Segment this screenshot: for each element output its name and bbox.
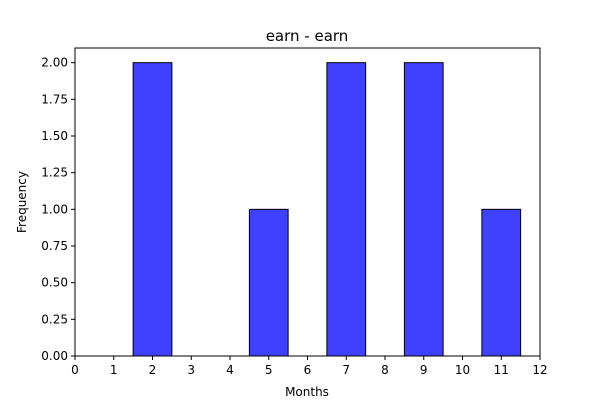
bar-month-7 bbox=[326, 62, 367, 357]
x-tick-label: 4 bbox=[226, 363, 234, 377]
y-axis: 0.00 0.25 0.50 0.75 1.00 1.25 1.50 1.75 2.00 bbox=[41, 56, 75, 363]
x-tick-label: 0 bbox=[71, 363, 79, 377]
x-tick-label: 12 bbox=[532, 363, 547, 377]
x-tick-label: 11 bbox=[494, 363, 509, 377]
x-axis-label: Months bbox=[285, 385, 329, 399]
y-tick-label: 1.50 bbox=[41, 129, 68, 143]
x-tick-label: 9 bbox=[420, 363, 428, 377]
x-tick-label: 5 bbox=[265, 363, 273, 377]
x-tick-label: 6 bbox=[304, 363, 312, 377]
bars-group bbox=[132, 62, 522, 357]
x-tick-label: 1 bbox=[110, 363, 118, 377]
y-tick-label: 2.00 bbox=[41, 56, 68, 70]
y-tick-label: 1.25 bbox=[41, 166, 68, 180]
bar-month-5 bbox=[248, 208, 289, 357]
x-tick-label: 2 bbox=[149, 363, 157, 377]
y-tick-label: 0.00 bbox=[41, 349, 68, 363]
x-tick-label: 7 bbox=[342, 363, 350, 377]
bar-month-11 bbox=[481, 208, 522, 357]
y-tick-label: 0.25 bbox=[41, 312, 68, 326]
bar-month-2 bbox=[132, 62, 173, 357]
bar-month-9 bbox=[403, 62, 444, 357]
x-tick-label: 3 bbox=[187, 363, 195, 377]
y-tick-label: 0.75 bbox=[41, 239, 68, 253]
y-tick-label: 1.75 bbox=[41, 92, 68, 106]
y-axis-label: Frequency bbox=[15, 171, 29, 233]
x-tick-label: 8 bbox=[381, 363, 389, 377]
y-tick-label: 1.00 bbox=[41, 202, 68, 216]
x-tick-label: 10 bbox=[455, 363, 470, 377]
x-axis: 0 1 2 3 4 5 6 7 8 9 10 11 12 bbox=[71, 356, 548, 377]
chart-title: earn - earn bbox=[266, 27, 349, 45]
y-tick-label: 0.50 bbox=[41, 276, 68, 290]
